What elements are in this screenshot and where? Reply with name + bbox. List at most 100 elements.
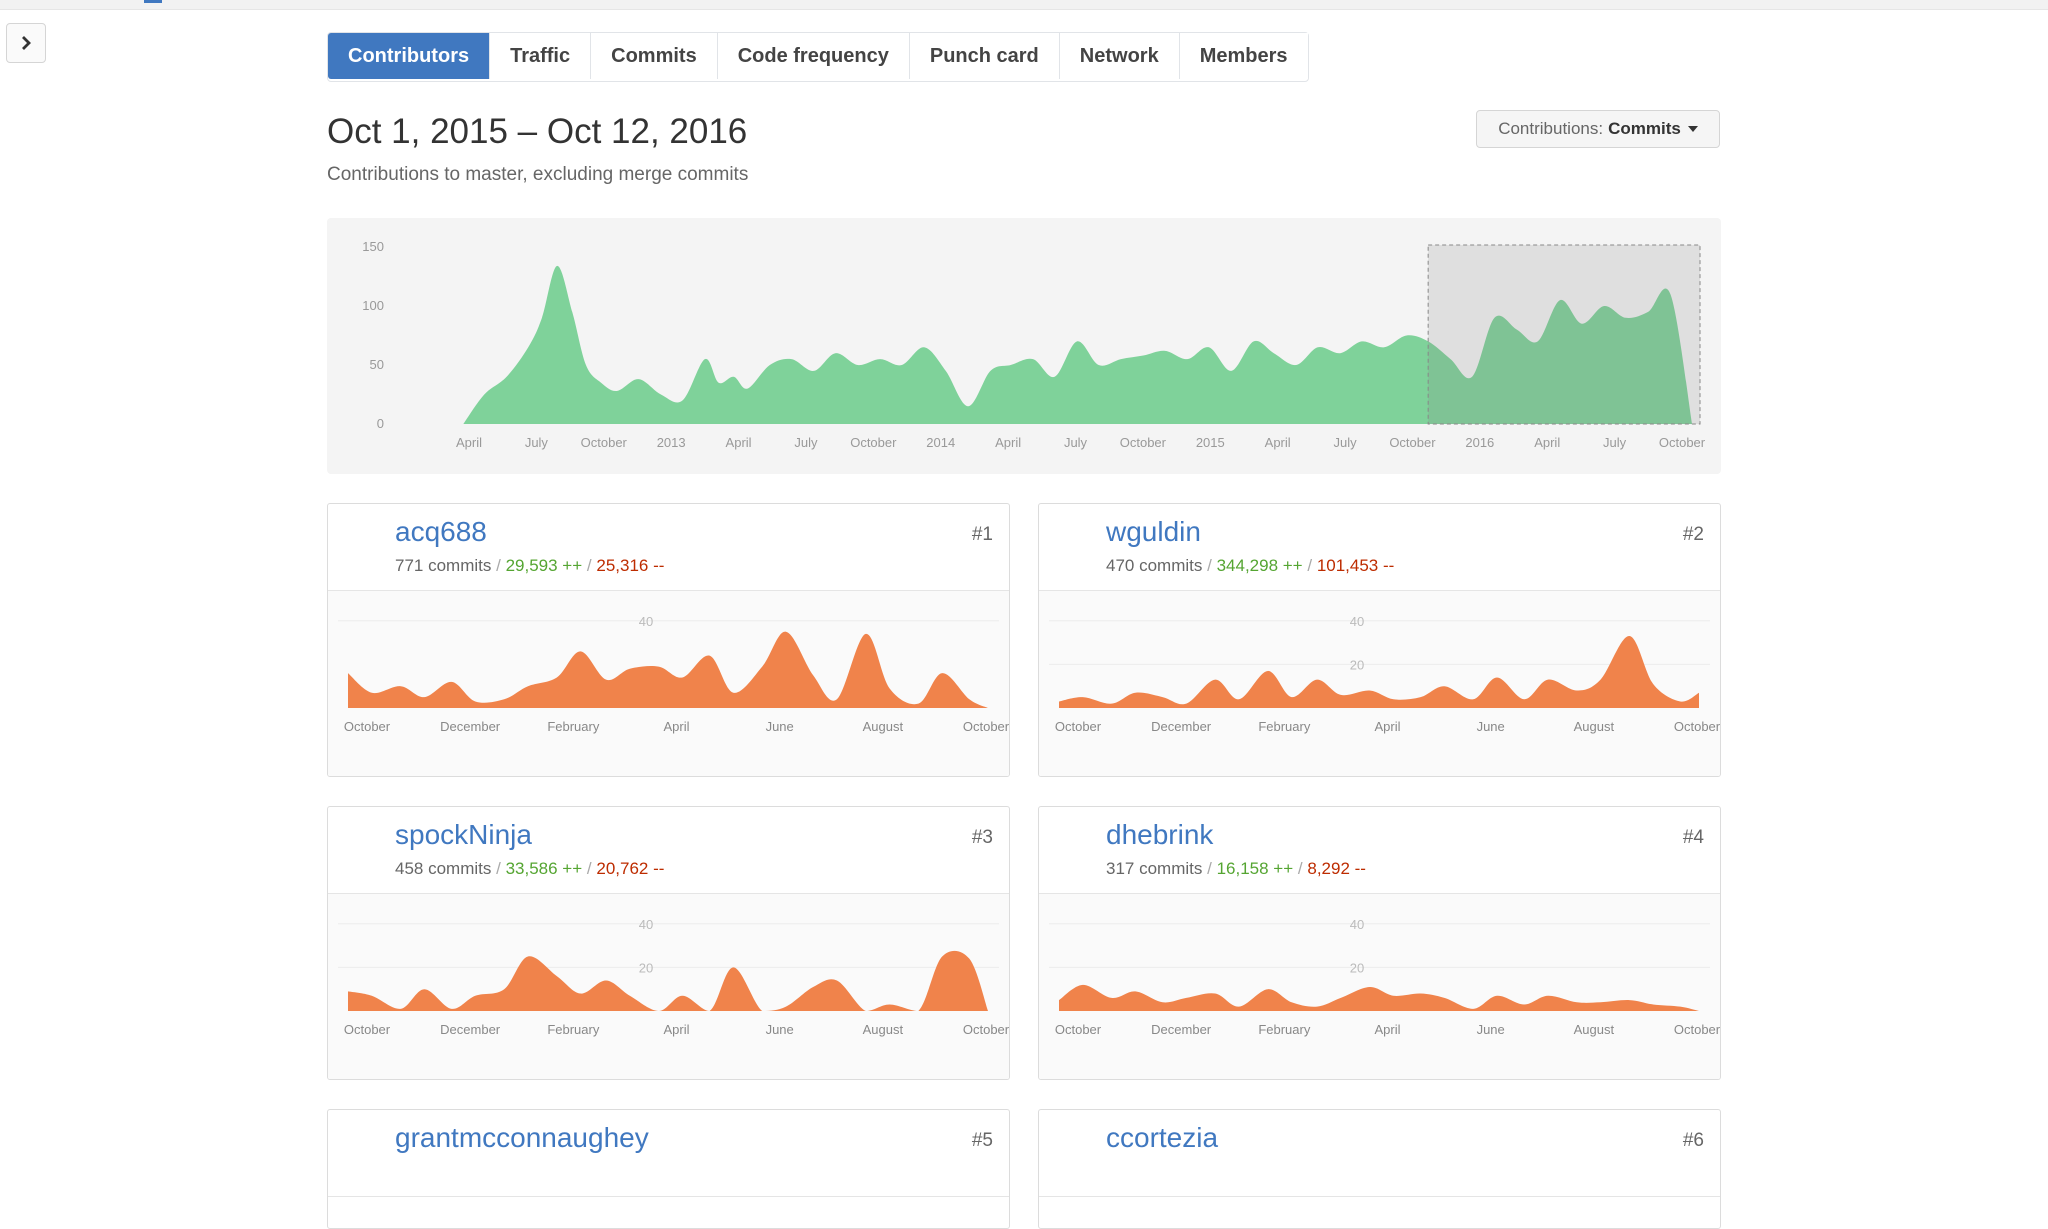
contributor-sparkline: 40 20 October December February April June Augu… — [1039, 894, 1720, 1079]
y-tick-label: 100 — [362, 298, 384, 313]
x-tick-label: April — [1265, 435, 1291, 450]
additions-count: 344,298 ++ — [1216, 556, 1303, 575]
separator: / — [496, 556, 501, 575]
x-tick-label: 2013 — [657, 435, 686, 450]
contributor-login[interactable]: wguldin — [1106, 516, 1201, 547]
contributor-login[interactable]: acq688 — [395, 516, 487, 547]
y-tick-label: 20 — [1350, 657, 1364, 672]
separator: / — [496, 859, 501, 878]
x-tick-label: July — [1603, 435, 1627, 450]
date-range-title: Oct 1, 2015 – Oct 12, 2016 — [327, 112, 748, 151]
x-tick-label: February — [547, 719, 600, 734]
overview-chart-svg[interactable]: 0 50 100 150 April July October 2013 April July Oc… — [327, 218, 1721, 474]
contributor-sparkline: 40 October December February April June August… — [328, 591, 1009, 776]
sparkline-background — [328, 894, 1009, 1079]
y-tick-label: 150 — [362, 239, 384, 254]
tab-traffic[interactable]: Traffic — [489, 33, 591, 79]
commit-count[interactable]: 458 commits — [395, 859, 492, 878]
x-tick-label: December — [1151, 1022, 1212, 1037]
contributor-login[interactable]: dhebrink — [1106, 819, 1214, 850]
contributor-login[interactable]: grantmcconnaughey — [395, 1122, 649, 1153]
separator: / — [1307, 556, 1313, 575]
page-subtitle: Contributions to master, excluding merge… — [327, 164, 749, 185]
x-tick-label: April — [663, 719, 689, 734]
overview-chart[interactable]: 0 50 100 150 April July October 2013 April July Oc… — [327, 218, 1721, 474]
x-tick-label: February — [547, 1022, 600, 1037]
separator: / — [586, 859, 592, 878]
contributor-area — [348, 631, 988, 708]
separator: / — [586, 556, 592, 575]
x-tick-label: August — [863, 1022, 904, 1037]
commit-count[interactable]: 771 commits — [395, 556, 492, 575]
x-tick-label: June — [766, 719, 794, 734]
commit-count[interactable]: 470 commits — [1106, 556, 1203, 575]
separator: / — [1207, 556, 1212, 575]
deletions-count: 8,292 -- — [1307, 859, 1366, 878]
x-tick-label: August — [863, 719, 904, 734]
x-tick-label: December — [440, 719, 501, 734]
sparkline-background — [1039, 894, 1720, 1079]
caret-down-icon — [1687, 126, 1698, 132]
additions-count: 29,593 ++ — [505, 556, 583, 575]
x-tick-label: April — [1534, 435, 1560, 450]
contributor-stats: 458 commits / 33,586 ++ / 20,762 -- — [395, 859, 664, 879]
x-tick-label: 2016 — [1465, 435, 1494, 450]
separator: / — [1297, 859, 1303, 878]
avatar[interactable] — [1053, 821, 1097, 865]
x-tick-label: June — [1477, 719, 1505, 734]
x-tick-label: October — [344, 1022, 391, 1037]
contributor-area — [348, 950, 988, 1011]
x-tick-label: April — [456, 435, 482, 450]
additions-count: 33,586 ++ — [505, 859, 583, 878]
x-tick-label: October — [1120, 435, 1167, 450]
contributor-card: dhebrink 317 commits / 16,158 ++ / 8,292… — [1038, 806, 1721, 1080]
tab-commits[interactable]: Commits — [590, 33, 717, 79]
avatar[interactable] — [342, 821, 386, 865]
contributor-rank: #4 — [1682, 827, 1704, 848]
tab-contributors[interactable]: Contributors — [328, 33, 490, 79]
avatar[interactable] — [1053, 1124, 1097, 1168]
contributor-login[interactable]: ccortezia — [1106, 1122, 1219, 1153]
expand-sidebar-button[interactable] — [6, 23, 46, 63]
x-tick-label: August — [1574, 719, 1615, 734]
contributor-area — [1059, 636, 1699, 708]
x-tick-label: October — [963, 1022, 1009, 1037]
contributor-rank: #3 — [971, 827, 993, 848]
y-tick-label: 20 — [639, 960, 653, 975]
y-tick-label: 40 — [639, 917, 653, 932]
avatar[interactable] — [342, 518, 386, 562]
contributor-stats: 470 commits / 344,298 ++ / 101,453 -- — [1106, 556, 1394, 576]
avatar[interactable] — [342, 1124, 386, 1168]
x-tick-label: July — [1333, 435, 1357, 450]
x-tick-label: July — [1064, 435, 1088, 450]
contributions-type-dropdown[interactable]: Contributions: Commits — [1476, 110, 1720, 148]
contributor-card: spockNinja 458 commits / 33,586 ++ / 20,… — [327, 806, 1010, 1080]
contributor-stats: 771 commits / 29,593 ++ / 25,316 -- — [395, 556, 664, 576]
x-tick-label: October — [1055, 719, 1102, 734]
tab-punch-card[interactable]: Punch card — [908, 33, 1059, 79]
x-tick-label: October — [1659, 435, 1706, 450]
contributor-rank: #2 — [1682, 524, 1704, 545]
contributor-card: acq688 771 commits / 29,593 ++ / 25,316 … — [327, 503, 1010, 777]
contributor-sparkline: 40 20 October December February April June Augu… — [1039, 591, 1720, 776]
y-tick-label: 20 — [1350, 960, 1364, 975]
x-tick-label: December — [440, 1022, 501, 1037]
tab-members[interactable]: Members — [1178, 33, 1308, 79]
x-tick-label: October — [850, 435, 897, 450]
contributor-card: grantmcconnaughey #5 — [327, 1109, 1010, 1229]
contributor-area — [1059, 984, 1699, 1011]
avatar[interactable] — [1053, 518, 1097, 562]
dropdown-selected-value: Commits — [1608, 119, 1681, 138]
contributor-stats: 317 commits / 16,158 ++ / 8,292 -- — [1106, 859, 1366, 879]
tab-code-frequency[interactable]: Code frequency — [716, 33, 909, 79]
y-tick-label: 0 — [377, 416, 384, 431]
x-tick-label: June — [766, 1022, 794, 1037]
commit-count[interactable]: 317 commits — [1106, 859, 1203, 878]
deletions-count: 20,762 -- — [596, 859, 665, 878]
tab-network[interactable]: Network — [1058, 33, 1179, 79]
x-tick-label: June — [1477, 1022, 1505, 1037]
x-tick-label: October — [344, 719, 391, 734]
x-tick-label: April — [1374, 1022, 1400, 1037]
separator: / — [1207, 859, 1212, 878]
contributor-login[interactable]: spockNinja — [395, 819, 532, 850]
